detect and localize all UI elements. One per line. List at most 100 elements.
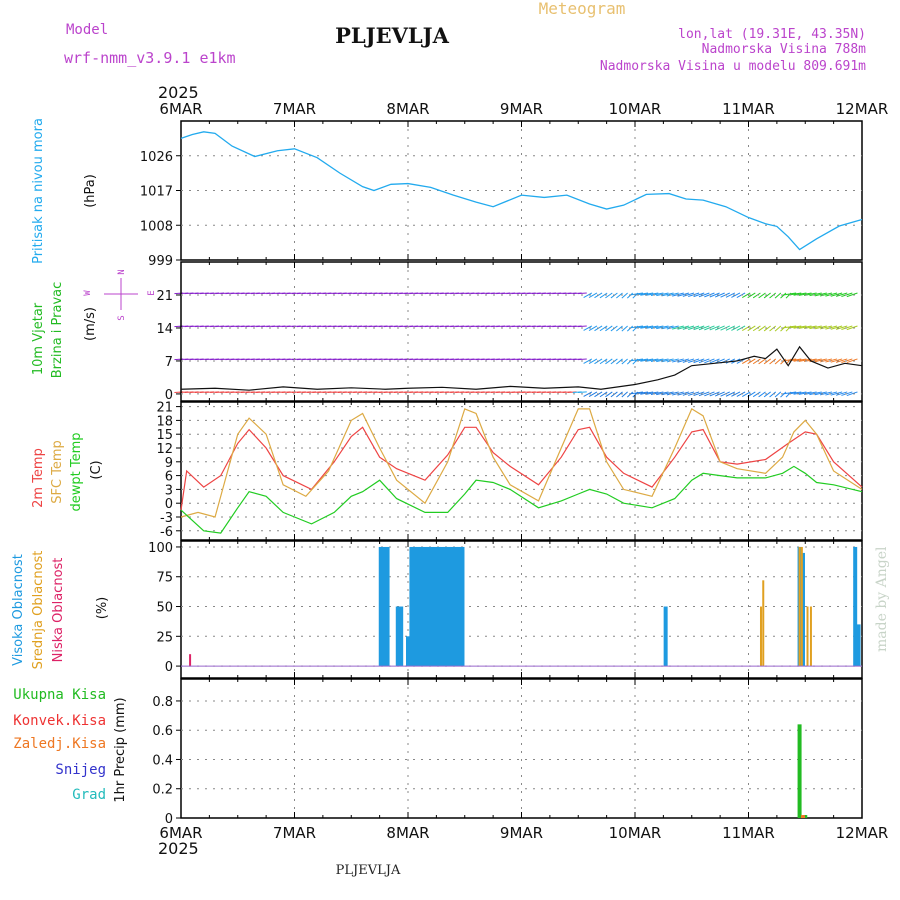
y-tick-label: 0.2: [152, 783, 173, 798]
wind-barb: [709, 292, 720, 298]
wind-barb: [793, 325, 807, 329]
wind-barb: [693, 292, 705, 298]
wind-barb: [846, 292, 858, 298]
sfc-ylabel: SFC Temp: [50, 440, 65, 504]
wind-barb: [814, 391, 827, 396]
wind-barb: [780, 391, 787, 398]
wind-barb: [629, 325, 644, 329]
cloud-high-bar: [399, 606, 404, 667]
y-tick-label: 1008: [140, 219, 173, 234]
wind-barb: [769, 391, 777, 398]
wind-barb: [682, 325, 695, 330]
wind-compass: N E S W: [83, 269, 157, 320]
panel-frame-3: [180, 540, 863, 679]
wind-barb: [640, 325, 654, 329]
wind-barb: [577, 292, 587, 295]
wind-barb: [577, 325, 587, 328]
year-bottom: 2025: [158, 839, 199, 858]
wind-barb: [782, 325, 797, 329]
wind-barb: [709, 358, 720, 364]
panel-frame-4: [180, 678, 863, 819]
compass-e: E: [147, 290, 157, 295]
wind-barb: [640, 292, 654, 296]
x-tick-label-bottom: 6MAR: [159, 824, 202, 842]
wind-barb: [666, 292, 679, 297]
wind-barb: [769, 325, 777, 332]
wind-barb: [825, 391, 838, 396]
wind-barb: [588, 391, 598, 397]
wind-barb: [621, 358, 628, 365]
x-tick-label-top: 12MAR: [836, 100, 889, 118]
legend-ice: Zaledj.Kisa: [13, 736, 106, 752]
cloud-mid-bar: [809, 606, 812, 667]
wind-barb: [798, 292, 812, 296]
wind-barb: [666, 358, 679, 363]
y-tick-label: 1017: [140, 185, 173, 200]
wind-barb: [616, 292, 623, 299]
wind-barb: [752, 325, 761, 332]
y-tick-label: 0: [165, 812, 173, 827]
compass-s: S: [117, 315, 127, 320]
y-tick-label: 14: [156, 322, 173, 337]
footer-station: PLJEVLJA: [336, 863, 401, 878]
x-tick-label-bottom: 7MAR: [273, 824, 316, 842]
compass-w: W: [83, 290, 93, 296]
temp2m-ylabel: 2m Temp: [31, 448, 46, 508]
wind-barb: [599, 391, 608, 398]
cloud-high-bar: [429, 546, 434, 667]
cloud-high-bar: [395, 606, 400, 667]
wind-barb: [793, 391, 807, 395]
wind-barb: [846, 358, 858, 364]
y-tick-label: 0.4: [152, 753, 173, 768]
wind-barb: [830, 325, 843, 330]
cloud-low-bar: [189, 654, 192, 667]
wind-barb: [698, 325, 710, 331]
wind-barb: [709, 325, 720, 331]
wind-barb: [693, 325, 705, 331]
y-tick-label: 12: [156, 442, 173, 457]
y-tick-label: 0: [165, 388, 173, 403]
cloud-high-bar: [385, 546, 390, 667]
wind-barb: [780, 358, 787, 365]
wind-barb: [731, 391, 741, 397]
wind-barb: [640, 358, 654, 362]
wind-barb: [599, 325, 608, 332]
cloud-mid-bar: [800, 546, 803, 667]
wind-barb: [846, 391, 858, 397]
wind-barb: [752, 292, 761, 299]
wind-barb: [621, 292, 628, 299]
cloud-high-bar: [856, 624, 861, 667]
wind-barb: [677, 358, 690, 363]
cloud-high-bar: [378, 546, 383, 667]
panel-frame-1: [180, 261, 863, 402]
wind-barb: [693, 358, 705, 364]
y-tick-label: 0.6: [152, 724, 173, 739]
y-tick-label: 0: [165, 497, 173, 512]
precip-bar: [797, 724, 802, 818]
wind-barb: [677, 325, 690, 330]
wind-barb: [616, 325, 623, 332]
wind-barb: [830, 391, 843, 396]
wind-barb: [640, 391, 654, 395]
x-tick-label-bottom: 9MAR: [500, 824, 543, 842]
wind-barb: [846, 325, 858, 331]
wind-barb: [774, 292, 782, 299]
wind-barb: [621, 391, 628, 398]
cloud-high-bar: [423, 546, 428, 667]
cloud-mid-bar: [762, 580, 765, 667]
wind-barb: [731, 292, 741, 298]
sfc-temp-line: [180, 408, 863, 518]
wind-barb: [814, 358, 827, 363]
wind-barb: [645, 325, 659, 329]
wind-barb: [825, 358, 838, 363]
cloud-high-bar: [409, 546, 414, 667]
wind-barb: [629, 358, 644, 362]
pressure-unit: (hPa): [83, 174, 98, 208]
wind-barb: [747, 292, 756, 299]
legend-snow: Snijeg: [55, 762, 106, 778]
wind-barb: [645, 358, 659, 362]
wind-barb: [714, 292, 725, 298]
cloud-high-bar: [426, 546, 431, 667]
wind-barb: [774, 391, 782, 398]
